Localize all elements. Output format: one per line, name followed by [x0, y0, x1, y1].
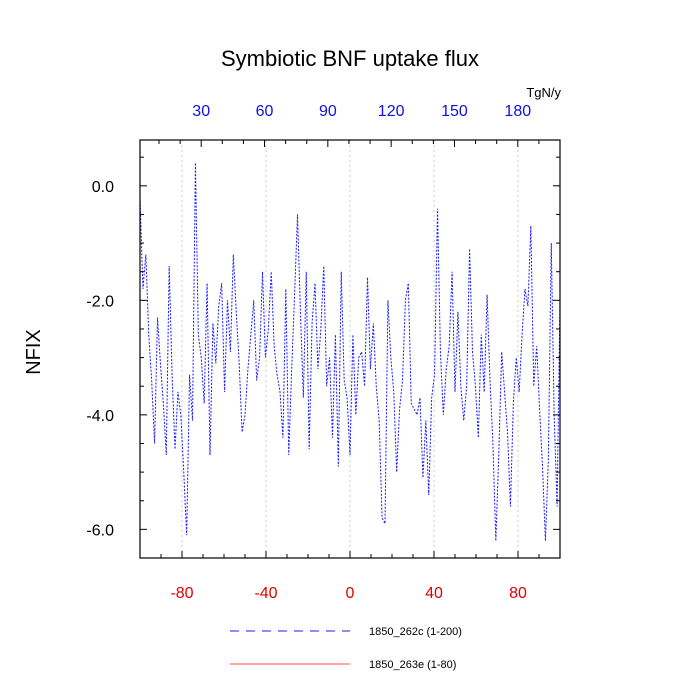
axis-ticks: 0.0 -2.0 -4.0 -6.0 -80 -40 0 40 80 30 60 90 120 150 18… — [86, 103, 561, 602]
y-tick-label: -6.0 — [86, 522, 114, 539]
units-label: TgN/y — [526, 85, 561, 100]
legend-entry-2: 1850_263e (1-80) — [369, 659, 456, 671]
bottom-tick-label: 0 — [346, 585, 355, 602]
bottom-tick-label: -40 — [254, 585, 277, 602]
y-axis-label: NFIX — [23, 329, 45, 375]
top-tick-label: 60 — [256, 103, 274, 120]
bottom-tick-label: 80 — [509, 585, 527, 602]
bottom-tick-label: 40 — [425, 585, 443, 602]
bottom-tick-label: -80 — [170, 585, 193, 602]
y-tick-label: -4.0 — [86, 408, 114, 425]
top-tick-label: 30 — [192, 103, 210, 120]
top-tick-label: 120 — [378, 103, 405, 120]
legend-entry-1: 1850_262c (1-200) — [369, 626, 462, 638]
y-tick-label: 0.0 — [92, 179, 114, 196]
y-tick-label: -2.0 — [86, 293, 114, 310]
top-tick-label: 150 — [441, 103, 468, 120]
top-tick-label: 180 — [504, 103, 531, 120]
top-tick-label: 90 — [319, 103, 337, 120]
chart-title: Symbiotic BNF uptake flux — [221, 46, 479, 71]
series-layer — [139, 162, 561, 541]
series-line-1 — [139, 162, 561, 541]
legend: 1850_262c (1-200) 1850_263e (1-80) — [230, 626, 462, 671]
